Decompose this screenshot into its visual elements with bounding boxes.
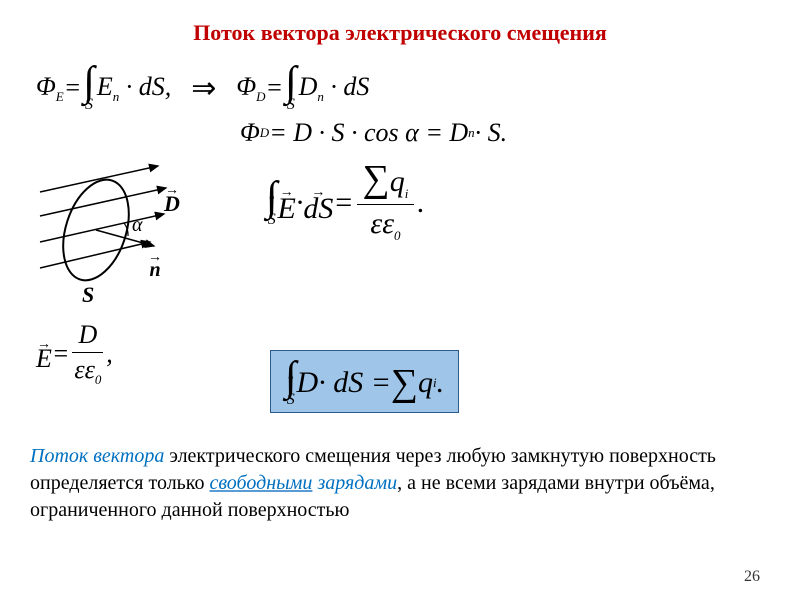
phi-D: ΦD — [236, 72, 265, 105]
integrand-1: En · dS, — [97, 72, 171, 105]
page-number: 26 — [744, 568, 760, 586]
equals-2: = — [266, 73, 284, 103]
vector-D-label: →D — [164, 174, 180, 211]
closed-integral-1: ∫○ S — [266, 179, 278, 227]
equation-gauss-E: ∫○ S →E · →dS = ∑qi εε0 . — [266, 162, 770, 244]
integral-2: ∫ S — [285, 64, 297, 112]
closed-integral-2: ∫○ S — [285, 359, 297, 407]
statement-text: Поток вектора электрического смещения че… — [30, 443, 770, 524]
surface-diagram: →D α →n S — [36, 156, 226, 306]
angle-alpha-label: α — [132, 214, 143, 237]
sigma-2: ∑ — [391, 366, 418, 400]
fraction-sum-q: ∑qi εε0 — [357, 162, 415, 244]
vector-n-label: →n — [148, 244, 162, 277]
vector-dS: →dS — [303, 188, 333, 219]
fraction-D-eps: D εε0 — [72, 320, 103, 388]
implies-arrow: ⇒ — [191, 71, 216, 106]
surface-S-label: S — [82, 282, 94, 308]
vector-E: →E — [278, 188, 296, 219]
integrand-2: Dn · dS — [299, 72, 370, 105]
equals-1: = — [64, 73, 82, 103]
phi-E: ΦE — [36, 72, 64, 105]
integral-1: ∫ S — [83, 64, 95, 112]
vector-E-2: →E — [36, 340, 52, 368]
equation-flux-E-D: ΦE = ∫ S En · dS, ⇒ ΦD = ∫ S Dn · dS — [36, 64, 770, 112]
slide-title: Поток вектора электрического смещения — [30, 20, 770, 46]
equation-gauss-D-boxed: ∫○ S D · dS = ∑ qi . — [270, 350, 459, 412]
equation-phi-D-cos: ΦD = D · S · cos α = Dn · S. — [240, 118, 770, 148]
